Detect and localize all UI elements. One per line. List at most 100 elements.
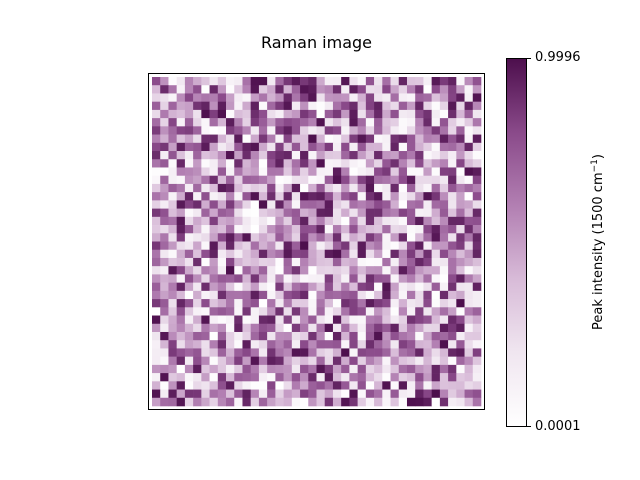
heatmap-cell [448,183,457,193]
heatmap-cell [242,307,251,316]
heatmap-cell [283,216,293,226]
heatmap-cell [209,266,219,275]
heatmap-cell [390,299,400,308]
heatmap-cell [431,118,441,127]
heatmap-cell [448,77,457,86]
heatmap-cell [201,175,210,185]
heatmap-cell [160,225,169,234]
heatmap-cell [201,216,210,226]
heatmap-cell [209,356,219,366]
heatmap-cell [300,77,309,86]
heatmap-cell [439,142,449,152]
heatmap-cell [390,397,400,407]
heatmap-cell [184,109,194,119]
heatmap-cell [439,216,449,226]
heatmap-cell [472,323,482,333]
heatmap-cell [152,167,161,176]
heatmap-cell [209,340,219,349]
heatmap-cell [291,282,301,292]
heatmap-cell [456,175,465,185]
heatmap-cell [168,208,177,218]
heatmap-cell [217,397,227,407]
heatmap-cell [472,142,482,152]
heatmap-cell [201,167,210,176]
heatmap-cell [308,93,317,102]
heatmap-cell [448,266,457,275]
heatmap-cell [431,274,441,283]
heatmap-cell [341,348,350,357]
heatmap-cell [209,241,219,251]
heatmap-cell [275,233,284,242]
heatmap-cell [242,109,251,119]
heatmap-cell [152,249,161,259]
heatmap-cell [168,364,177,374]
heatmap-cell [201,249,210,259]
heatmap-cell [357,225,367,234]
heatmap-cell [316,93,326,102]
heatmap-cell [382,183,391,193]
heatmap-cell [423,241,432,251]
heatmap-cell [448,159,457,168]
heatmap-cell [242,331,251,341]
heatmap-cell [291,348,301,357]
heatmap-cell [431,134,441,144]
heatmap-cell [406,257,416,267]
heatmap-cell [291,257,301,267]
heatmap-cell [324,323,334,333]
heatmap-cell [267,167,276,176]
heatmap-cell [406,126,416,135]
heatmap-cell [291,373,301,382]
heatmap-cell [382,151,391,160]
heatmap-cell [275,241,284,251]
heatmap-cell [423,389,432,399]
heatmap-cell [390,356,400,366]
heatmap-cell [258,299,268,308]
heatmap-cell [398,397,408,407]
heatmap-cell [168,323,177,333]
heatmap-cell [283,241,293,251]
heatmap-cell [341,290,350,300]
heatmap-cell [415,282,424,292]
heatmap-cell [382,241,391,251]
heatmap-cell [415,331,424,341]
heatmap-cell [374,151,383,160]
heatmap-cell [448,142,457,152]
heatmap-cell [357,101,367,111]
heatmap-cell [226,299,235,308]
heatmap-cell [275,167,284,176]
heatmap-cell [267,381,276,390]
heatmap-cell [152,183,161,193]
heatmap-cell [324,85,334,94]
heatmap-cell [217,340,227,349]
heatmap-cell [242,274,251,283]
heatmap-cell [152,225,161,234]
heatmap-cell [160,315,169,325]
heatmap-cell [283,208,293,218]
heatmap-cell [332,241,342,251]
heatmap-cell [201,118,210,127]
heatmap-cell [316,101,326,111]
heatmap-cell [160,290,169,300]
heatmap-cell [275,151,284,160]
heatmap-cell [431,208,441,218]
heatmap-cell [275,134,284,144]
heatmap-cell [406,85,416,94]
heatmap-cell [217,208,227,218]
heatmap-cell [398,290,408,300]
heatmap-cell [464,249,474,259]
heatmap-cell [398,134,408,144]
heatmap-cell [382,364,391,374]
heatmap-cell [176,208,186,218]
heatmap-cell [374,101,383,111]
heatmap-cell [349,389,358,399]
heatmap-cell [374,192,383,201]
heatmap-cell [316,159,326,168]
heatmap-cell [160,77,169,86]
heatmap-cell [152,142,161,152]
heatmap-cell [423,118,432,127]
heatmap-cell [242,134,251,144]
heatmap-cell [267,373,276,382]
heatmap-cell [406,331,416,341]
heatmap-cell [464,356,474,366]
heatmap-cell [357,77,367,86]
